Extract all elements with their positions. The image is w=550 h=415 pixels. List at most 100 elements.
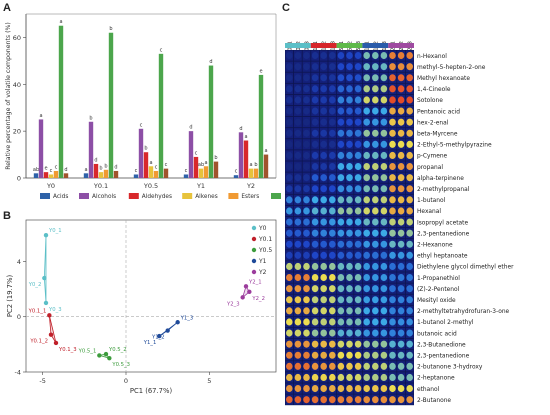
bar xyxy=(38,119,44,178)
heatmap-spot xyxy=(337,129,345,137)
legend-swatch xyxy=(271,193,281,199)
data-point xyxy=(43,233,49,238)
heatmap-spot xyxy=(397,74,405,82)
row-label: butanoic acid xyxy=(417,331,457,337)
point-label: Y0_1 xyxy=(48,228,62,234)
heatmap-spot xyxy=(372,85,379,93)
heatmap-spot xyxy=(311,140,319,148)
heatmap-spot xyxy=(329,196,336,204)
bar-significance-label: d xyxy=(209,59,212,65)
data-point xyxy=(43,300,49,306)
heatmap-spot xyxy=(294,63,302,71)
heatmap-spot xyxy=(337,273,345,282)
row-label: Methyl hexanoate xyxy=(417,76,470,82)
heatmap-spot xyxy=(294,373,302,382)
heatmap-spot xyxy=(286,296,293,304)
row-label: 1-butanol xyxy=(417,198,446,204)
heatmap-spot xyxy=(311,185,319,193)
heatmap-spot xyxy=(346,85,353,93)
bar xyxy=(253,168,259,178)
row-label: Mesityl oxide xyxy=(417,298,456,304)
heatmap-spot xyxy=(311,351,319,359)
row-label: 2-Ethyl-5-methylpyrazine xyxy=(417,143,492,149)
heatmap-spot xyxy=(363,285,370,293)
heatmap-spot xyxy=(346,285,353,293)
heatmap-spot xyxy=(354,285,362,293)
heatmap-spot xyxy=(303,185,310,193)
legend-swatch xyxy=(182,193,193,199)
heatmap-spot xyxy=(303,74,310,82)
heatmap-spot xyxy=(346,351,353,359)
heatmap-spot xyxy=(286,151,293,160)
heatmap-spot xyxy=(286,340,293,348)
heatmap-spot xyxy=(311,207,319,215)
heatmap-spot xyxy=(406,362,413,370)
heatmap-spot xyxy=(380,140,388,148)
bar xyxy=(133,174,139,178)
heatmap-spot xyxy=(329,251,336,259)
heatmap-spot xyxy=(397,140,405,148)
data-point xyxy=(107,355,112,361)
heatmap-spot xyxy=(303,318,310,326)
legend-label: Y0.1 xyxy=(258,236,272,243)
heatmap-spot xyxy=(380,207,388,215)
heatmap-spot xyxy=(372,362,379,370)
heatmap-spot xyxy=(311,307,319,315)
heatmap-spot xyxy=(380,85,388,93)
row-label: ethyl heptanoate xyxy=(417,254,468,260)
heatmap-spot xyxy=(294,384,302,393)
row-label: 1-butanol 2-methyl xyxy=(417,320,474,326)
heatmap-spot xyxy=(380,129,388,137)
data-point xyxy=(247,289,252,295)
bar xyxy=(98,172,104,178)
bar-significance-label: b xyxy=(104,163,107,169)
heatmap-spot xyxy=(397,262,405,271)
x-tick-label: 0 xyxy=(124,377,128,385)
heatmap-spot xyxy=(363,384,370,393)
heatmap-spot xyxy=(354,240,362,248)
heatmap-spot xyxy=(389,329,396,337)
heatmap-spot xyxy=(286,207,293,215)
row-label: 2-butanone 3-hydroxy xyxy=(417,365,483,371)
heatmap-spot xyxy=(363,262,370,271)
bar xyxy=(188,131,194,178)
heatmap-spot xyxy=(329,218,336,226)
heatmap-spot xyxy=(311,362,319,370)
heatmap-spot xyxy=(406,251,413,259)
heatmap-spot xyxy=(389,307,396,315)
point-label: Y0.5_2 xyxy=(108,347,127,353)
heatmap-spot xyxy=(311,240,319,248)
bar xyxy=(88,121,94,178)
heatmap-spot xyxy=(380,63,388,71)
y-axis-title: Relative percentage of volatile componen… xyxy=(5,22,12,170)
heatmap-spot xyxy=(311,384,319,393)
heatmap-spot xyxy=(303,140,310,148)
legend-label: Esters xyxy=(241,194,259,200)
bar-significance-label: c xyxy=(185,168,188,174)
heatmap-spot xyxy=(397,329,405,337)
data-point xyxy=(103,351,109,357)
heatmap-spot xyxy=(389,118,396,126)
heatmap-spot xyxy=(397,196,405,204)
legend-swatch xyxy=(40,193,50,199)
heatmap-spot xyxy=(380,273,388,282)
legend-swatch xyxy=(79,193,89,199)
heatmap-spot xyxy=(337,396,345,404)
heatmap-spot xyxy=(354,107,362,115)
heatmap-spot xyxy=(329,273,336,282)
row-label: (Z)-2-Pentenol xyxy=(417,287,460,293)
heatmap-spot xyxy=(389,174,396,182)
heatmap-spot xyxy=(406,151,413,160)
heatmap-spot xyxy=(380,373,388,382)
column-label: Y2_2 xyxy=(399,41,405,55)
heatmap-spot xyxy=(337,196,345,204)
heatmap-spot xyxy=(346,196,353,204)
heatmap-spot xyxy=(337,140,345,148)
heatmap-spot xyxy=(311,329,319,337)
heatmap-spot xyxy=(397,107,405,115)
heatmap-spot xyxy=(329,240,336,248)
heatmap-spot xyxy=(294,307,302,315)
heatmap-spot xyxy=(320,273,327,282)
heatmap-spot xyxy=(406,262,413,271)
heatmap-spot xyxy=(372,273,379,282)
